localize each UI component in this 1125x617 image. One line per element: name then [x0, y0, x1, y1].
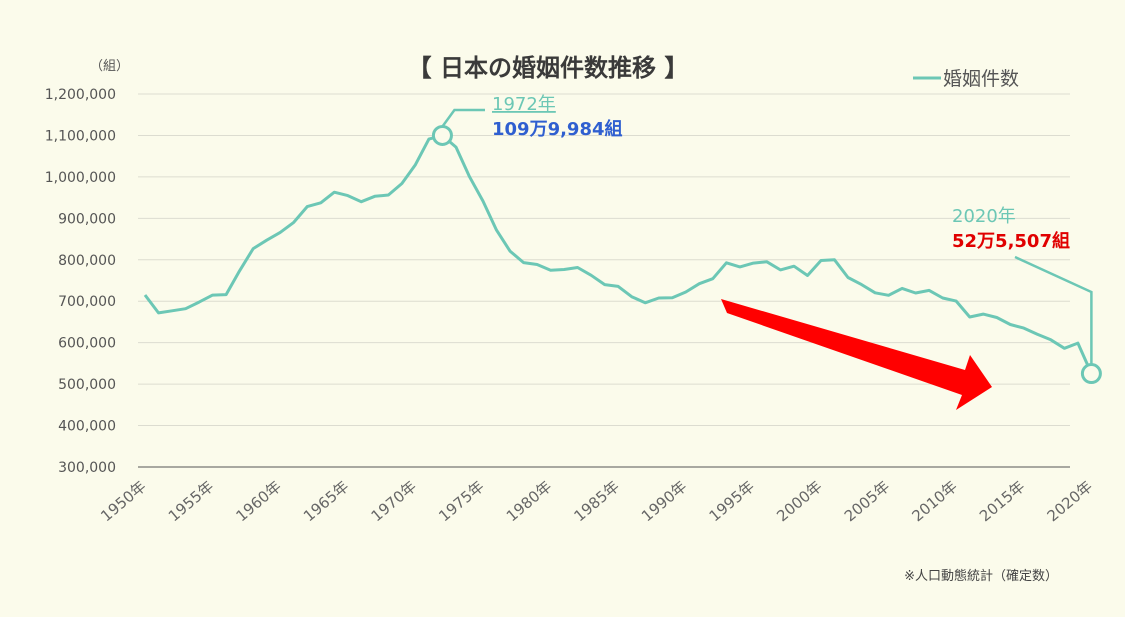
- peak-leader-line: [441, 108, 485, 128]
- latest-leader-line: [1014, 255, 1093, 365]
- latest-annotation: 2020年 52万5,507組: [952, 206, 1102, 385]
- x-tick-label: 1955年: [165, 477, 217, 525]
- legend: 婚姻件数: [913, 68, 1019, 90]
- x-tick-label: 2000年: [773, 477, 825, 525]
- x-tick-label: 1975年: [435, 477, 487, 525]
- x-tick-label: 1985年: [570, 477, 622, 525]
- y-tick-label: 700,000: [58, 294, 116, 310]
- y-tick-label: 400,000: [58, 419, 116, 435]
- series-line-marriages: [143, 134, 1093, 375]
- peak-year-label: 1972年: [492, 94, 556, 115]
- x-axis-ticks: 1950年 1955年 1960年 1965年 1970年 1975年 1980年 1985年…: [97, 477, 1096, 525]
- x-tick-label: 1965年: [300, 477, 352, 525]
- decline-arrow-shape: [721, 299, 992, 410]
- x-tick-label: 1995年: [706, 477, 758, 525]
- y-tick-label: 1,200,000: [45, 87, 116, 103]
- chart-title: 【 日本の婚姻件数推移 】: [408, 54, 689, 82]
- peak-value-label: 109万9,984組: [492, 118, 623, 140]
- x-tick-label: 1980年: [503, 477, 555, 525]
- grid-lines: [138, 93, 1070, 427]
- y-axis-ticks: 300,000 400,000 500,000 600,000 700,000 800,0…: [45, 87, 116, 476]
- y-unit-label: （組）: [90, 59, 129, 74]
- y-tick-label: 300,000: [58, 460, 116, 476]
- latest-value-label: 52万5,507組: [952, 230, 1070, 252]
- x-tick-label: 1950年: [97, 477, 149, 525]
- x-tick-label: 2005年: [841, 477, 893, 525]
- x-tick-label: 1990年: [638, 477, 690, 525]
- x-tick-label: 2015年: [976, 477, 1028, 525]
- peak-annotation: 1972年 109万9,984組: [431, 94, 623, 146]
- x-tick-label: 2020年: [1044, 477, 1096, 525]
- latest-marker: [1080, 363, 1102, 385]
- y-tick-label: 900,000: [58, 211, 116, 227]
- source-note: ※人口動態統計（確定数）: [904, 568, 1058, 584]
- latest-year-label: 2020年: [952, 206, 1016, 227]
- y-tick-label: 1,100,000: [45, 128, 116, 144]
- x-tick-label: 1960年: [232, 477, 284, 525]
- x-tick-label: 1970年: [368, 477, 420, 525]
- x-tick-label: 2010年: [908, 477, 960, 525]
- y-tick-label: 600,000: [58, 336, 116, 352]
- peak-marker: [431, 124, 453, 146]
- legend-label: 婚姻件数: [943, 68, 1019, 90]
- y-tick-label: 500,000: [58, 377, 116, 393]
- decline-arrow: [721, 299, 992, 410]
- y-tick-label: 800,000: [58, 253, 116, 269]
- y-tick-label: 1,000,000: [45, 170, 116, 186]
